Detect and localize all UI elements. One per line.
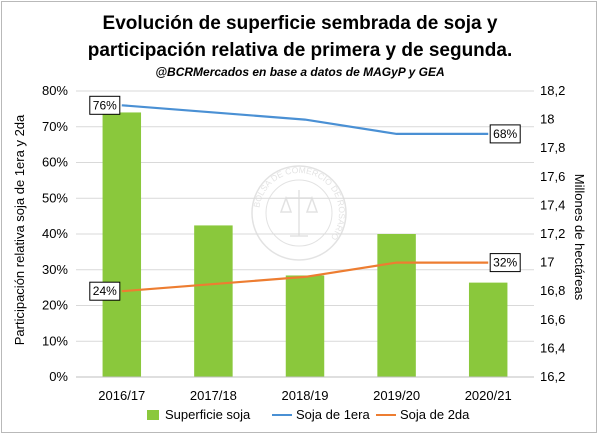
- left-axis-tick: 50%: [42, 190, 68, 205]
- bar-superficie-soja: [468, 282, 508, 377]
- left-axis-title: Participación relativa soja de 1era y 2d…: [12, 114, 27, 345]
- left-axis-tick: 70%: [42, 119, 68, 134]
- data-label-box: [489, 124, 521, 144]
- right-axis-tick: 16,2: [540, 369, 565, 384]
- watermark-seal: BOLSA DE COMERCIO DE ROSARIO: [251, 165, 347, 261]
- bar-superficie-soja: [194, 225, 233, 377]
- data-labels: 76% 68% 24% 32%: [89, 95, 521, 301]
- x-axis-tick: 2020/21: [465, 388, 512, 403]
- left-axis-tick: 60%: [42, 155, 68, 170]
- data-label-box: [89, 95, 121, 115]
- right-axis-tick: 17,2: [540, 226, 565, 241]
- right-axis-tick: 16,4: [540, 340, 565, 355]
- legend-label: Soja de 2da: [400, 407, 470, 422]
- legend-item: Soja de 2da: [376, 407, 470, 422]
- legend-label: Soja de 1era: [296, 407, 370, 422]
- left-axis-tick: 0%: [49, 369, 68, 384]
- data-label-box: [489, 253, 521, 273]
- data-label: 68%: [489, 124, 521, 144]
- left-axis-tick: 40%: [42, 226, 68, 241]
- data-label-box: [89, 281, 121, 301]
- data-label: 32%: [489, 253, 521, 273]
- data-label: 24%: [89, 281, 121, 301]
- legend-label: Superficie soja: [165, 407, 251, 422]
- left-axis-tick: 20%: [42, 298, 68, 313]
- axes: 0% 10% 20% 30% 40% 50% 60% 70% 80% 16,2 16,4 16,6 16…: [42, 83, 565, 403]
- right-axis-tick: 18,2: [540, 83, 565, 98]
- right-axis-tick: 16,6: [540, 312, 565, 327]
- x-axis-tick: 2017/18: [190, 388, 237, 403]
- right-axis-tick: 17,4: [540, 197, 565, 212]
- right-axis-tick: 18: [540, 112, 554, 127]
- left-axis-tick: 80%: [42, 83, 68, 98]
- bar-superficie-soja: [102, 112, 142, 377]
- left-axis-tick: 10%: [42, 333, 68, 348]
- data-label-text: 24%: [93, 284, 117, 298]
- legend-swatch-bar: [147, 410, 159, 420]
- bars: [102, 112, 508, 377]
- x-axis-tick: 2018/19: [282, 388, 329, 403]
- right-axis-tick: 16,8: [540, 283, 565, 298]
- right-axis-title: Millones de hectáreas: [572, 174, 587, 301]
- x-axis-tick: 2016/17: [98, 388, 145, 403]
- data-label-text: 76%: [93, 98, 117, 112]
- data-label-text: 32%: [493, 256, 517, 270]
- bar-superficie-soja: [377, 234, 416, 377]
- right-axis-tick: 17: [540, 255, 554, 270]
- lines: [121, 104, 489, 293]
- data-label-text: 68%: [493, 127, 517, 141]
- legend-item: Soja de 1era: [272, 407, 370, 422]
- chart-title-line2: participación relativa de primera y de s…: [88, 40, 513, 61]
- bar-superficie-soja: [285, 275, 325, 377]
- legend: Superficie soja Soja de 1era Soja de 2da: [147, 407, 470, 422]
- legend-item: Superficie soja: [147, 407, 251, 422]
- chart-title-line1: Evolución de superficie sembrada de soja…: [103, 13, 498, 34]
- right-axis-tick: 17,8: [540, 140, 565, 155]
- x-axis-tick: 2019/20: [373, 388, 420, 403]
- left-axis-tick: 30%: [42, 262, 68, 277]
- right-axis-tick: 17,6: [540, 169, 565, 184]
- chart-subtitle: @BCRMercados en base a datos de MAGyP y …: [155, 65, 444, 79]
- data-label: 76%: [89, 95, 121, 115]
